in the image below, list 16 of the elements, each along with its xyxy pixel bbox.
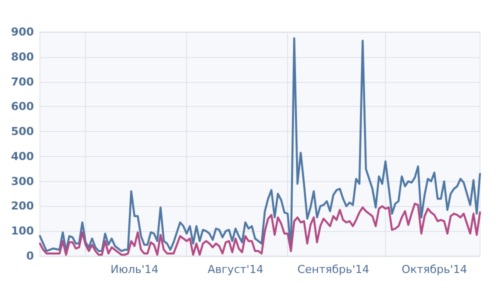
y-tick-label: 800 xyxy=(10,50,34,64)
line-series xyxy=(38,37,481,252)
y-tick-label: 400 xyxy=(10,150,34,163)
x-tick-label: Июль'14 xyxy=(110,263,159,276)
y-tick-label: 900 xyxy=(10,26,34,38)
line-series xyxy=(38,202,481,256)
x-tick-label: Август'14 xyxy=(208,263,264,276)
y-tick-label: 0 xyxy=(26,250,34,262)
y-tick-label: 100 xyxy=(10,224,34,238)
y-tick-label: 200 xyxy=(10,200,34,213)
y-tick-label: 500 xyxy=(10,125,34,138)
y-tick-label: 600 xyxy=(10,100,34,114)
y-tick-label: 300 xyxy=(10,174,34,188)
x-tick-label: Сентябрь'14 xyxy=(297,263,370,276)
y-tick-label: 700 xyxy=(10,75,34,88)
x-tick-label: Октябрь'14 xyxy=(402,263,468,276)
